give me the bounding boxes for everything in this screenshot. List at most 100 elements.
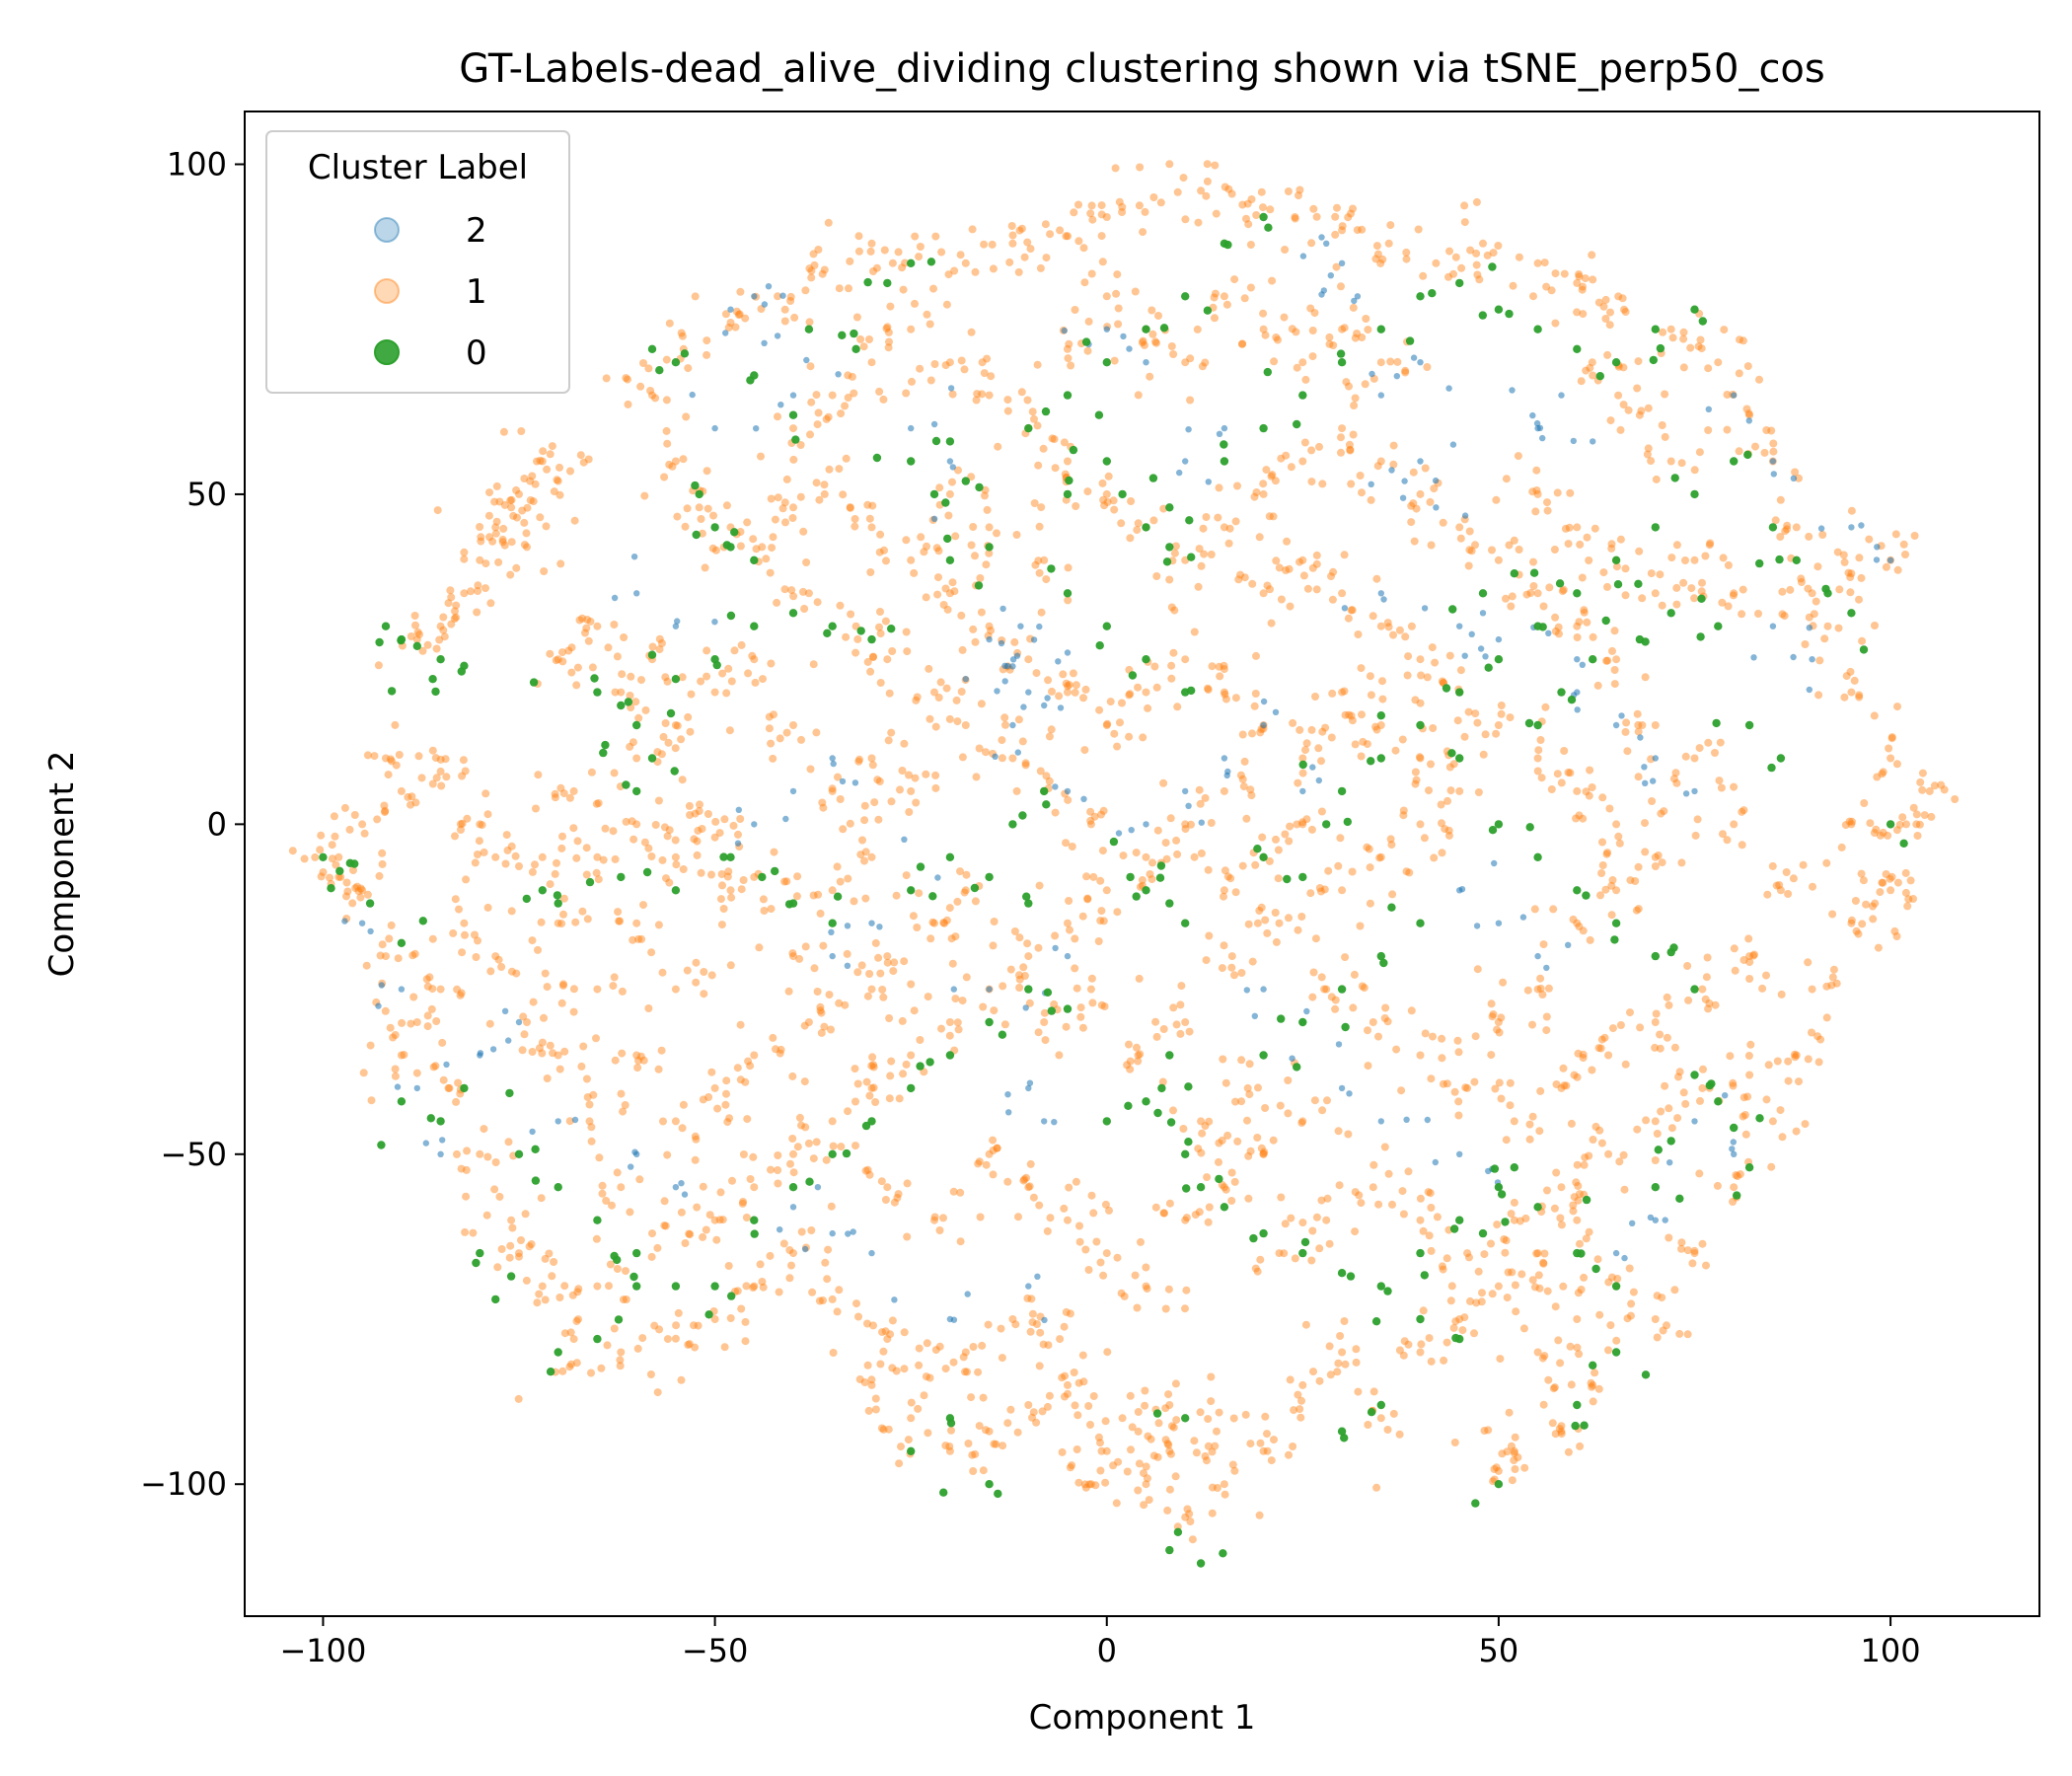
point-series-1 xyxy=(993,1144,1001,1152)
point-series-1 xyxy=(1228,1460,1237,1469)
point-series-1 xyxy=(737,885,746,894)
point-series-2 xyxy=(1341,605,1349,612)
point-series-1 xyxy=(1677,1238,1686,1247)
point-series-1 xyxy=(1581,274,1590,283)
point-series-1 xyxy=(1536,974,1545,983)
point-series-1 xyxy=(1472,260,1481,269)
point-series-1 xyxy=(806,362,815,371)
point-series-1 xyxy=(1344,614,1353,623)
point-series-1 xyxy=(1015,226,1024,235)
point-series-1 xyxy=(1008,239,1017,248)
point-series-0 xyxy=(514,1149,524,1159)
point-series-1 xyxy=(1051,931,1060,940)
point-series-1 xyxy=(854,757,863,766)
point-series-1 xyxy=(1657,809,1665,818)
point-series-1 xyxy=(788,514,797,522)
point-series-1 xyxy=(1148,330,1157,338)
point-series-1 xyxy=(904,1436,913,1444)
point-series-1 xyxy=(902,628,911,636)
point-series-1 xyxy=(1356,922,1365,930)
point-series-1 xyxy=(633,1344,642,1353)
point-series-1 xyxy=(428,779,437,788)
point-series-0 xyxy=(907,457,916,466)
point-series-2 xyxy=(964,1291,971,1297)
point-series-1 xyxy=(385,934,394,943)
point-series-1 xyxy=(1421,1029,1430,1038)
point-series-1 xyxy=(736,287,745,296)
point-series-1 xyxy=(1388,1200,1396,1209)
point-series-1 xyxy=(861,848,870,856)
point-series-1 xyxy=(453,985,462,994)
point-series-1 xyxy=(531,860,539,869)
point-series-1 xyxy=(488,537,497,546)
point-series-1 xyxy=(367,1096,376,1105)
point-series-0 xyxy=(939,1488,948,1497)
point-series-1 xyxy=(1854,929,1863,938)
point-series-1 xyxy=(894,1190,903,1199)
point-series-2 xyxy=(828,928,835,935)
point-series-1 xyxy=(1075,1237,1084,1246)
point-series-1 xyxy=(316,846,325,854)
point-series-1 xyxy=(447,593,456,602)
point-series-2 xyxy=(1545,629,1552,636)
point-series-1 xyxy=(560,1047,569,1056)
point-series-0 xyxy=(943,534,952,544)
point-series-1 xyxy=(1392,1045,1401,1054)
point-series-1 xyxy=(456,991,465,999)
point-series-1 xyxy=(1345,382,1353,391)
point-series-1 xyxy=(1275,1249,1284,1258)
point-series-1 xyxy=(941,1442,950,1450)
point-series-1 xyxy=(646,387,655,395)
point-series-1 xyxy=(1857,573,1866,582)
point-series-1 xyxy=(1080,746,1089,755)
point-series-1 xyxy=(1404,1167,1413,1176)
point-series-1 xyxy=(866,247,875,256)
point-series-0 xyxy=(1455,278,1464,288)
point-series-1 xyxy=(1080,1480,1089,1489)
point-series-1 xyxy=(836,877,845,886)
point-series-1 xyxy=(1298,1117,1307,1126)
point-series-0 xyxy=(1184,1082,1193,1091)
point-series-1 xyxy=(639,359,647,367)
point-series-1 xyxy=(692,1135,701,1144)
point-series-1 xyxy=(1495,1028,1504,1037)
point-series-1 xyxy=(1738,807,1746,816)
point-series-1 xyxy=(1348,716,1357,725)
point-series-1 xyxy=(1179,1125,1188,1133)
point-series-1 xyxy=(937,248,946,257)
point-series-1 xyxy=(1068,1461,1076,1470)
point-series-1 xyxy=(1102,213,1111,221)
point-series-2 xyxy=(1730,1139,1738,1146)
point-series-1 xyxy=(462,1165,471,1174)
point-series-1 xyxy=(1074,200,1082,209)
point-series-1 xyxy=(699,1232,707,1241)
point-series-1 xyxy=(697,677,705,686)
point-series-1 xyxy=(1641,848,1650,856)
point-series-1 xyxy=(728,1176,736,1185)
point-series-1 xyxy=(1023,1294,1032,1302)
point-series-1 xyxy=(471,930,479,939)
point-series-1 xyxy=(1030,414,1038,423)
point-series-1 xyxy=(741,1317,750,1326)
point-series-1 xyxy=(1586,766,1594,775)
point-series-1 xyxy=(1197,561,1206,570)
point-series-1 xyxy=(1015,975,1024,984)
point-series-1 xyxy=(1445,247,1453,256)
point-series-1 xyxy=(1599,568,1608,577)
point-series-1 xyxy=(733,1064,742,1073)
point-series-1 xyxy=(1203,177,1212,185)
point-series-2 xyxy=(1289,1055,1295,1062)
point-series-1 xyxy=(989,1170,998,1179)
point-series-1 xyxy=(1564,768,1573,777)
point-series-1 xyxy=(456,820,465,829)
point-series-1 xyxy=(935,1342,944,1351)
point-series-0 xyxy=(1376,711,1386,720)
point-series-1 xyxy=(1870,829,1879,838)
point-series-1 xyxy=(1350,402,1359,409)
point-series-1 xyxy=(1363,740,1371,749)
point-series-1 xyxy=(1804,1055,1813,1064)
point-series-1 xyxy=(1444,272,1452,281)
point-series-2 xyxy=(1176,469,1183,477)
point-series-1 xyxy=(1181,825,1190,834)
point-series-0 xyxy=(1337,358,1347,367)
